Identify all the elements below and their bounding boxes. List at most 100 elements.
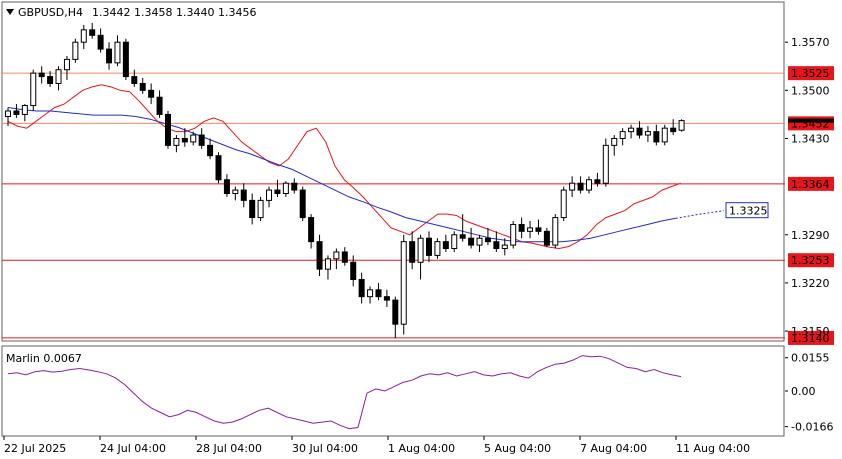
time-tick-label: 7 Aug 04:00 [580, 442, 647, 455]
candle-body [375, 289, 382, 298]
candle-body [611, 137, 618, 146]
level-label: 1.3525 [791, 67, 830, 80]
moving-averages: 1.3325 [7, 84, 769, 250]
candle-body [560, 189, 567, 219]
candle-body [535, 227, 542, 232]
time-tick-label: 1 Aug 04:00 [388, 442, 455, 455]
price-tick-label: 1.3150 [791, 325, 830, 338]
candle-body [97, 34, 104, 50]
candle-body [468, 237, 475, 246]
level-label: 1.3253 [791, 254, 830, 267]
candle-body [493, 241, 500, 250]
candle-body [215, 155, 222, 181]
current-price-marker [788, 118, 834, 123]
candle-body [543, 230, 550, 246]
candle-body [106, 48, 113, 64]
candle-body [501, 244, 508, 250]
candle-body [240, 189, 247, 201]
level-label: 1.3140 [791, 332, 830, 345]
candle-body [552, 217, 559, 246]
candle-body [38, 72, 45, 78]
candle-body [257, 199, 264, 219]
candle-body [72, 41, 79, 60]
candle-body [358, 278, 365, 298]
symbol-timeframe: GBPUSD,H4 [18, 6, 83, 19]
candle-body [308, 217, 315, 243]
candle-body [114, 41, 121, 64]
candle-body [131, 76, 138, 84]
ma-label-box [725, 202, 769, 219]
level-label-bg [788, 66, 834, 81]
candle-body [434, 241, 441, 256]
candle-body [80, 29, 87, 43]
candle-body [316, 241, 323, 270]
candle-body [678, 120, 685, 131]
candle-body [417, 237, 424, 263]
candle-body [585, 179, 592, 191]
candle-body [55, 69, 62, 84]
candle-body [451, 234, 458, 250]
candle-body [232, 189, 239, 195]
candle-body [661, 127, 668, 143]
time-tick-label: 24 Jul 04:00 [100, 442, 166, 455]
candle-body [518, 223, 525, 232]
candle-body [628, 127, 635, 133]
candle-body [5, 110, 11, 117]
price-tick-label: 1.3500 [791, 84, 830, 97]
ma-fast-line [7, 84, 681, 250]
candle-body [47, 76, 54, 84]
candle-body [299, 189, 306, 219]
candle-body [527, 227, 534, 232]
time-tick-label: 22 Jul 2025 [4, 442, 66, 455]
candle-body [21, 104, 28, 115]
candle-body [594, 179, 601, 184]
candle-body [13, 110, 20, 115]
marlin-tick-label: 0.00 [791, 385, 816, 398]
candle-body [156, 96, 163, 115]
price-tick-label: 1.3290 [791, 229, 830, 242]
candles [5, 22, 685, 338]
marlin-line [7, 355, 682, 430]
candle-body [89, 29, 96, 36]
candle-body [350, 261, 357, 280]
time-tick-label: 30 Jul 04:00 [292, 442, 358, 455]
ohlc-values: 1.3442 1.3458 1.3440 1.3456 [92, 6, 256, 19]
candle-body [223, 179, 230, 195]
axes: 1.3570 1.3500 1.3430 1.3290 1.3220 1.3150 0.01… [3, 36, 834, 455]
price-tick-label: 1.3430 [791, 132, 830, 145]
candle-body [291, 182, 298, 191]
candle-body [341, 251, 348, 263]
candle-body [190, 134, 197, 143]
candle-body [636, 127, 643, 136]
candle-body [510, 223, 517, 246]
level-label: 1.3364 [791, 178, 830, 191]
indicator-plot-frame [1, 345, 785, 437]
ma-slow-extension [675, 210, 724, 219]
marlin-tick-label: 0.0155 [791, 352, 830, 365]
time-tick-label: 28 Jul 04:00 [196, 442, 262, 455]
time-tick-label: 5 Aug 04:00 [484, 442, 551, 455]
candle-body [173, 137, 180, 146]
candle-body [367, 289, 374, 298]
candle-body [148, 89, 155, 98]
candle-body [459, 234, 466, 239]
marlin-title: Marlin 0.0067 [6, 352, 82, 365]
candle-body [63, 58, 70, 71]
price-tick-label: 1.3220 [791, 277, 830, 290]
triangle-down-icon[interactable] [6, 9, 14, 15]
candle-body [122, 41, 129, 78]
marlin-tick-label: -0.0166 [791, 421, 833, 434]
ma-label: 1.3325 [729, 205, 768, 218]
candle-body [409, 241, 416, 263]
candle-body [164, 113, 171, 146]
candle-body [266, 189, 273, 201]
candle-body [392, 299, 399, 325]
candle-body [30, 72, 37, 106]
candle-body [333, 251, 340, 260]
candle-body [569, 182, 576, 191]
candle-body [653, 131, 660, 143]
candle-body [484, 237, 491, 243]
